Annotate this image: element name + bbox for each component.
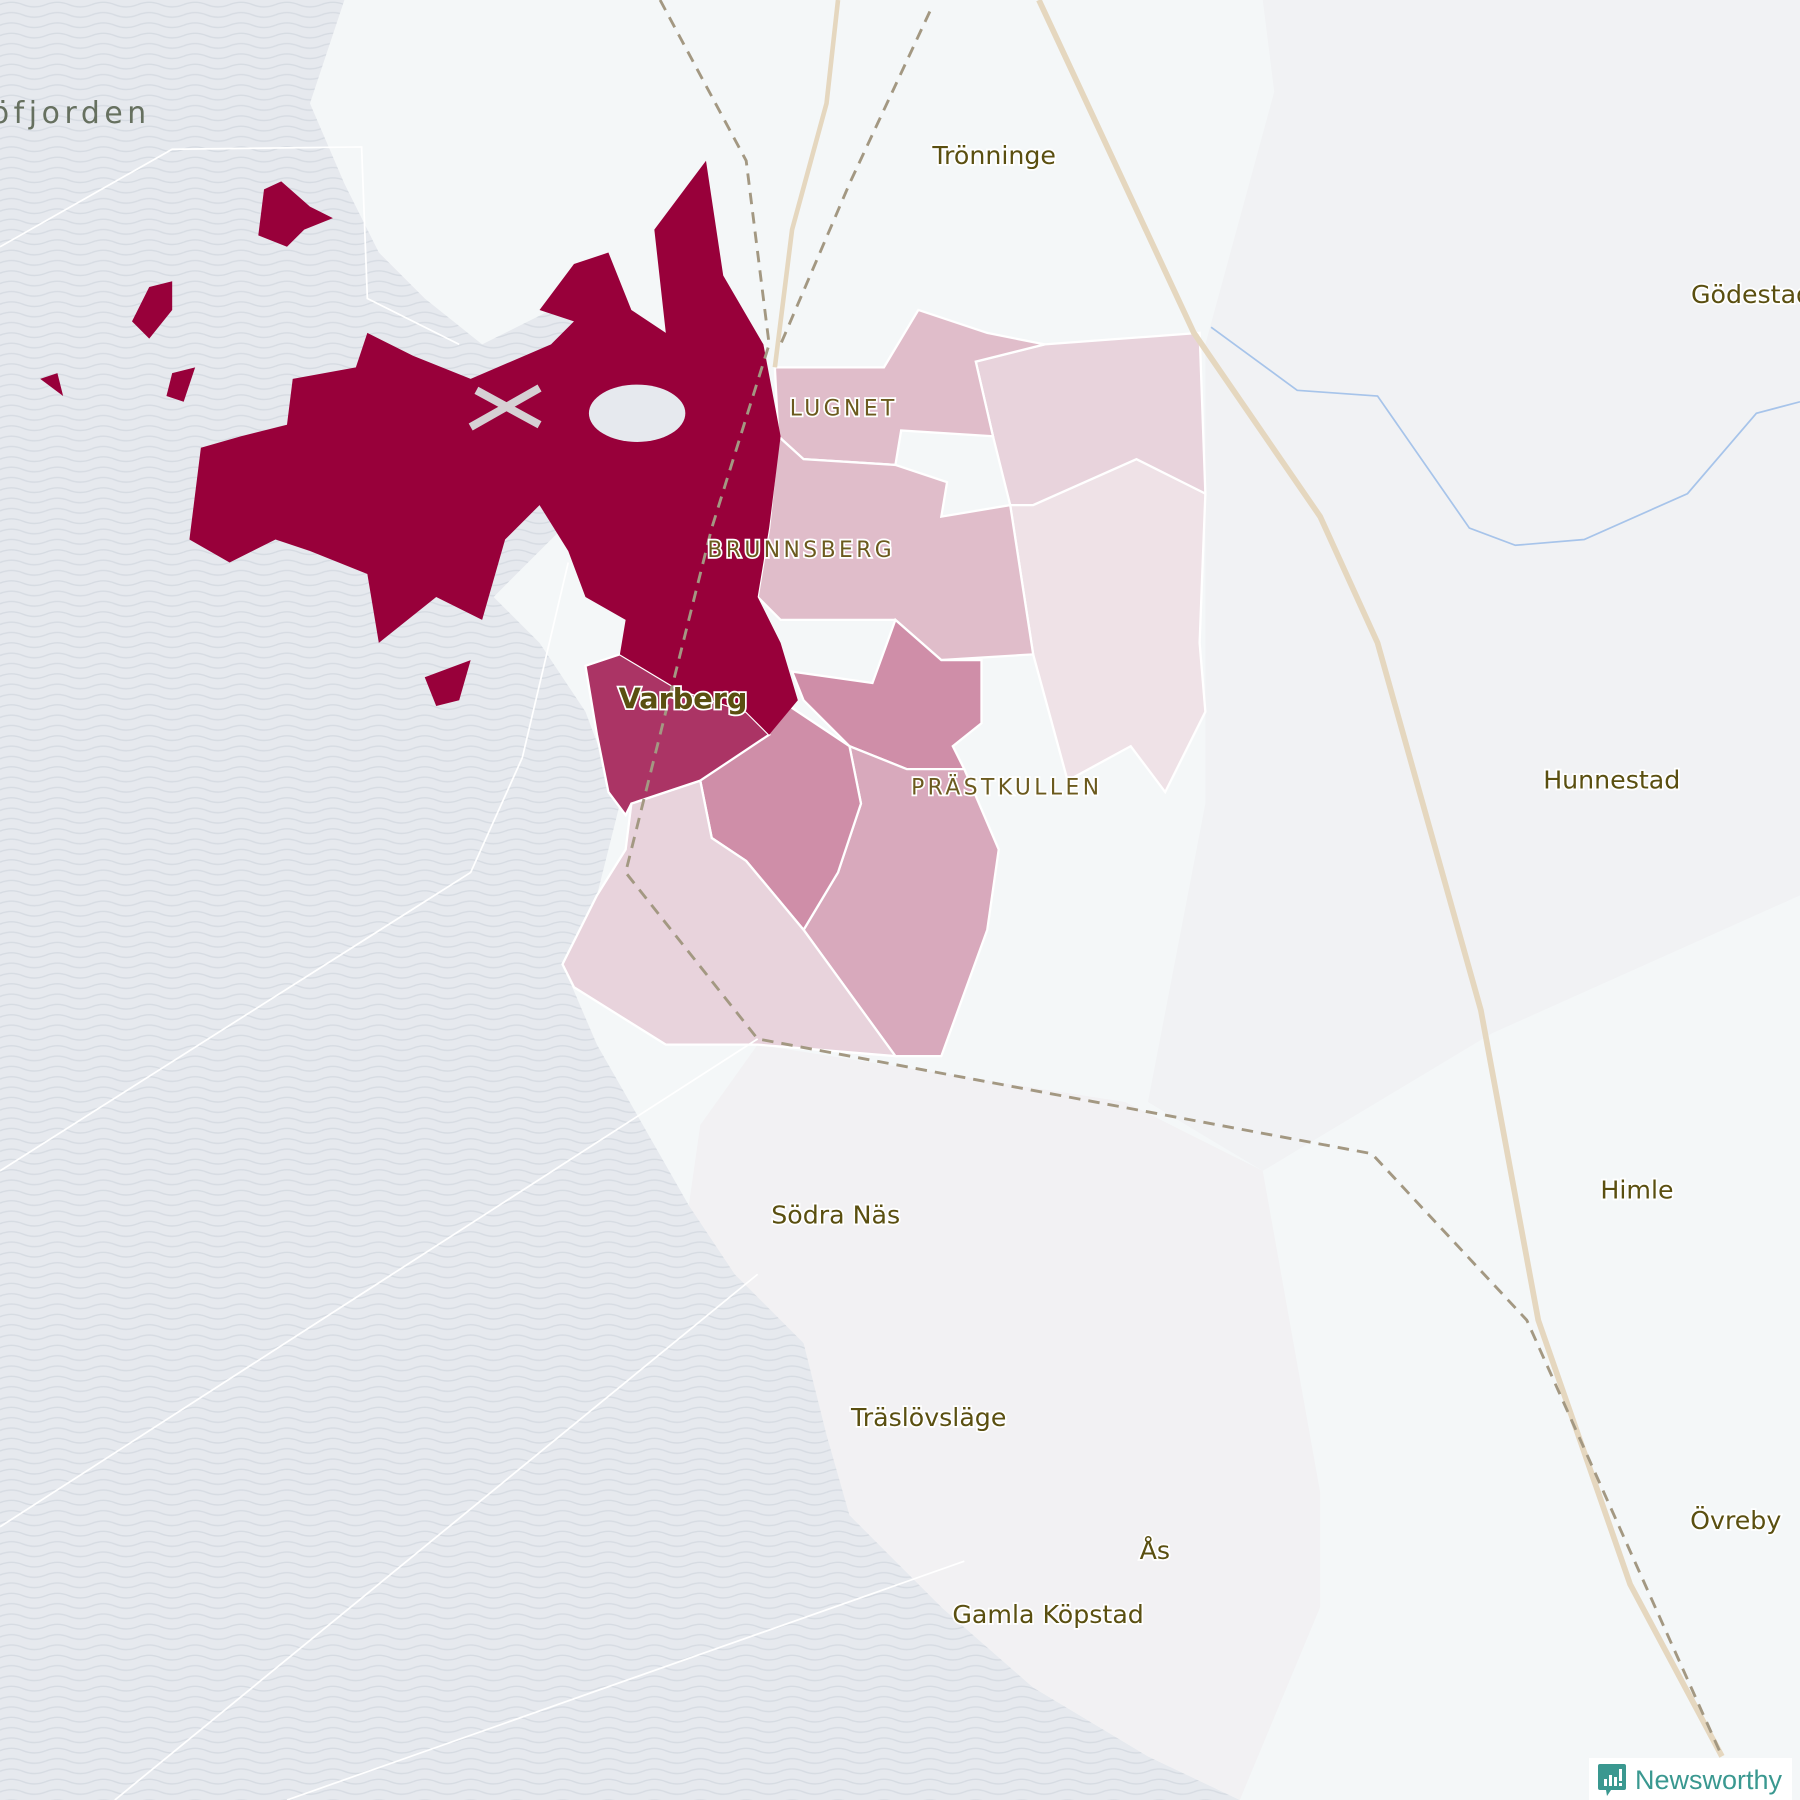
district-varberg-centre[interactable] (584, 653, 771, 818)
road-north (772, 0, 841, 368)
airport-marker (468, 384, 542, 431)
neighbourhood-label-lugnet: LUGNET (790, 397, 898, 422)
railway-2 (779, 10, 932, 345)
place-label-godestad: Gödestad (1691, 280, 1800, 309)
island-1[interactable] (258, 181, 333, 247)
place-label-traslovslage: Träslövsläge (850, 1403, 1006, 1432)
island-5[interactable] (40, 373, 64, 397)
newsworthy-logo[interactable]: Newsworthy (1588, 1758, 1792, 1800)
island-3[interactable] (166, 367, 196, 402)
place-label-himle: Himle (1600, 1175, 1673, 1204)
neighbourhood-label-prastkullen: PRÄSTKULLEN (911, 774, 1102, 800)
place-label-hunnestad: Hunnestad (1543, 766, 1680, 795)
railway (624, 0, 1724, 1757)
district-high-west[interactable] (189, 160, 798, 735)
place-label-gamla-kopstad: Gamla Köpstad (952, 1600, 1143, 1629)
neighbourhood-label-brunnsberg: BRUNNSBERG (707, 538, 895, 563)
place-label-ovreby: Övreby (1690, 1506, 1781, 1535)
land-south (688, 1044, 1321, 1800)
sea-boundary (0, 146, 965, 1800)
logo-text: Newsworthy (1634, 1764, 1782, 1795)
lake (588, 384, 686, 442)
highway (1036, 0, 1725, 1758)
place-label-tronninge: Trönninge (931, 141, 1056, 170)
district-lugnet-east[interactable] (974, 331, 1207, 507)
place-label-as: Ås (1140, 1536, 1170, 1565)
river (1210, 326, 1800, 547)
bar-chart-speech-bubble-icon (1597, 1764, 1626, 1796)
district-southwest[interactable] (561, 779, 898, 1058)
place-label-sodra-nas: Södra Näs (771, 1201, 900, 1230)
water-label: öfjorden (0, 96, 151, 131)
island-2[interactable] (132, 281, 173, 339)
place-label-varberg: Varberg (619, 681, 748, 715)
island-4[interactable] (424, 660, 471, 706)
land-east (1147, 0, 1800, 1171)
